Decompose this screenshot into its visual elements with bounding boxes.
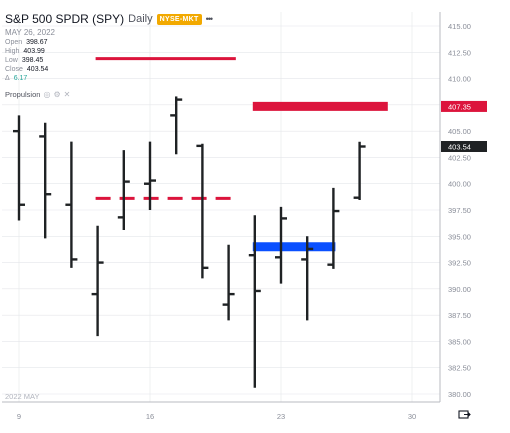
ohlc-low: Low 398.45: [5, 57, 212, 64]
ohlc-high: High 403.99: [5, 48, 212, 55]
price-label-1-bg: [441, 140, 487, 152]
ohlc-high-label: High: [5, 48, 20, 55]
price-labels: 407.35 403.54: [441, 100, 487, 152]
y-tick-label-0: 415.00: [448, 22, 471, 31]
ohlc-bar-9: [248, 215, 261, 388]
ohlc-bars: [13, 96, 366, 388]
price-label-1: 403.54: [441, 140, 487, 152]
y-tick-label-12: 385.00: [448, 337, 471, 346]
price-label-0-text: 407.35: [448, 102, 471, 111]
propulsion-levels: [95, 57, 388, 252]
y-tick-label-5: 402.50: [448, 153, 471, 162]
date-watermark: 2022 MAY: [5, 392, 40, 401]
y-tick-label-14: 380.00: [448, 390, 471, 399]
ohlc-bar-3: [91, 225, 104, 337]
exchange-badge: NYSE-MKT: [156, 13, 202, 25]
ohlc-bar-13: [353, 141, 366, 201]
close-icon[interactable]: ✕: [63, 90, 71, 99]
more-icon[interactable]: •••: [205, 13, 214, 24]
y-tick-label-7: 397.50: [448, 206, 471, 215]
ohlc-bar-11: [301, 236, 314, 321]
x-tick-label-1: 16: [146, 412, 154, 421]
ohlc-open-label: Open: [5, 39, 23, 46]
go-to-realtime-icon[interactable]: [458, 410, 471, 419]
chart-legend: S&P 500 SPDR (SPY) Daily NYSE-MKT ••• MA…: [5, 12, 214, 82]
legend-title-row: S&P 500 SPDR (SPY) Daily NYSE-MKT •••: [5, 12, 214, 26]
ohlc-bar-8: [222, 244, 235, 321]
ohlc-bar-12: [327, 187, 340, 269]
y-tick-label-6: 400.00: [448, 180, 471, 189]
ohlc-bar-5: [144, 141, 156, 210]
ohlc-change-label: Δ: [5, 75, 10, 82]
ohlc-low-value: 398.45: [21, 57, 44, 64]
price-axis[interactable]: 415.00412.50410.00407.50405.00402.50400.…: [448, 22, 471, 399]
ohlc-bar-0: [13, 115, 25, 221]
ohlc-bar-10: [275, 206, 287, 284]
study-legend: Propulsion ◎ ⚙ ✕: [5, 90, 70, 99]
y-tick-label-2: 410.00: [448, 75, 471, 84]
y-tick-label-9: 392.50: [448, 259, 471, 268]
price-label-1-text: 403.54: [448, 142, 471, 151]
gear-icon[interactable]: ⚙: [53, 90, 61, 99]
symbol-name[interactable]: S&P 500 SPDR (SPY): [5, 12, 125, 26]
ohlc-change-value: 6.17: [13, 75, 28, 82]
legend-date: MAY 26, 2022: [5, 28, 55, 37]
x-tick-label-2: 23: [277, 412, 285, 421]
y-tick-label-8: 395.00: [448, 232, 471, 241]
time-axis[interactable]: 9 16 23 30: [17, 412, 416, 421]
y-tick-label-1: 412.50: [448, 48, 471, 57]
ohlc-close-value: 403.54: [26, 66, 49, 73]
ohlc-close: Close 403.54: [5, 66, 212, 73]
ohlc-open-value: 398.67: [26, 39, 48, 46]
price-label-0: 407.35: [441, 100, 487, 112]
ohlc-close-label: Close: [5, 66, 23, 73]
ohlc-open: Open 398.67: [5, 39, 212, 46]
study-name[interactable]: Propulsion: [5, 90, 41, 99]
ohlc-high-value: 403.99: [23, 48, 45, 55]
ohlc-bar-1: [39, 122, 52, 239]
ohlc-bar-4: [117, 150, 130, 230]
x-tick-label-3: 30: [408, 412, 416, 421]
ohlc-change: Δ 6.17: [5, 75, 212, 82]
interval-label[interactable]: Daily: [128, 12, 153, 25]
ohlc-bar-2: [65, 141, 78, 268]
x-tick-label-0: 9: [17, 412, 21, 421]
ohlc-low-label: Low: [5, 57, 18, 64]
ohlc-bar-6: [170, 96, 183, 155]
y-tick-label-10: 390.00: [448, 285, 471, 294]
y-tick-label-13: 382.50: [448, 364, 471, 373]
ohlc-bar-7: [196, 143, 209, 279]
price-label-0-bg: [441, 100, 487, 112]
y-tick-label-4: 405.00: [448, 127, 471, 136]
y-tick-label-11: 387.50: [448, 311, 471, 320]
eye-icon[interactable]: ◎: [43, 90, 51, 99]
